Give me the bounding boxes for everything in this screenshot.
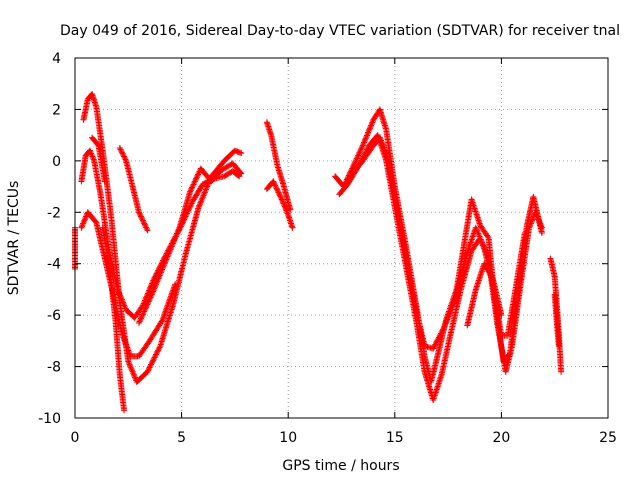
y-tick-label: -6 bbox=[47, 308, 61, 324]
y-tick-label: -10 bbox=[38, 411, 61, 427]
data-point-markers bbox=[89, 134, 108, 185]
y-tick-label: -2 bbox=[47, 205, 61, 221]
series-track-i bbox=[263, 178, 296, 231]
data-point-markers bbox=[99, 224, 127, 414]
y-tick-label: -8 bbox=[47, 360, 61, 376]
y-tick-label: 4 bbox=[52, 51, 61, 67]
data-point-markers bbox=[349, 134, 528, 352]
data-point-markers bbox=[136, 160, 245, 326]
x-tick-label: 10 bbox=[279, 430, 297, 446]
x-tick-label: 0 bbox=[71, 430, 80, 446]
data-point-markers bbox=[551, 291, 562, 349]
x-tick-label: 25 bbox=[599, 430, 617, 446]
x-tick-label: 15 bbox=[386, 430, 404, 446]
data-point-markers bbox=[263, 119, 294, 213]
data-point-markers bbox=[336, 132, 545, 403]
x-axis-label: GPS time / hours bbox=[282, 458, 399, 474]
x-tick-label: 20 bbox=[492, 430, 510, 446]
series-track-m bbox=[464, 260, 505, 329]
series-track-e bbox=[116, 145, 151, 234]
y-axis-label: SDTVAR / TECUs bbox=[6, 181, 22, 296]
data-marks bbox=[72, 91, 565, 414]
data-point-markers bbox=[263, 178, 296, 231]
plot-frame bbox=[74, 57, 609, 419]
series-track-d bbox=[99, 224, 127, 414]
chart-title: Day 049 of 2016, Sidereal Day-to-day VTE… bbox=[60, 23, 620, 39]
series-track-f bbox=[136, 160, 245, 326]
series-track-l bbox=[349, 134, 528, 352]
y-tick-label: 2 bbox=[52, 102, 61, 118]
y-tick-label: 0 bbox=[52, 154, 61, 170]
axis-ticks: 0 5 10 15 20 25 -10 -8 -6 -4 -2 0 2 4 bbox=[38, 51, 617, 446]
series-track-o bbox=[551, 291, 562, 349]
data-point-markers bbox=[464, 260, 505, 329]
series-track-g bbox=[89, 134, 108, 185]
y-tick-label: -4 bbox=[47, 257, 61, 273]
series-track-h bbox=[263, 119, 294, 213]
x-tick-label: 5 bbox=[177, 430, 186, 446]
data-point-markers bbox=[116, 145, 151, 234]
series-track-k bbox=[336, 132, 545, 403]
